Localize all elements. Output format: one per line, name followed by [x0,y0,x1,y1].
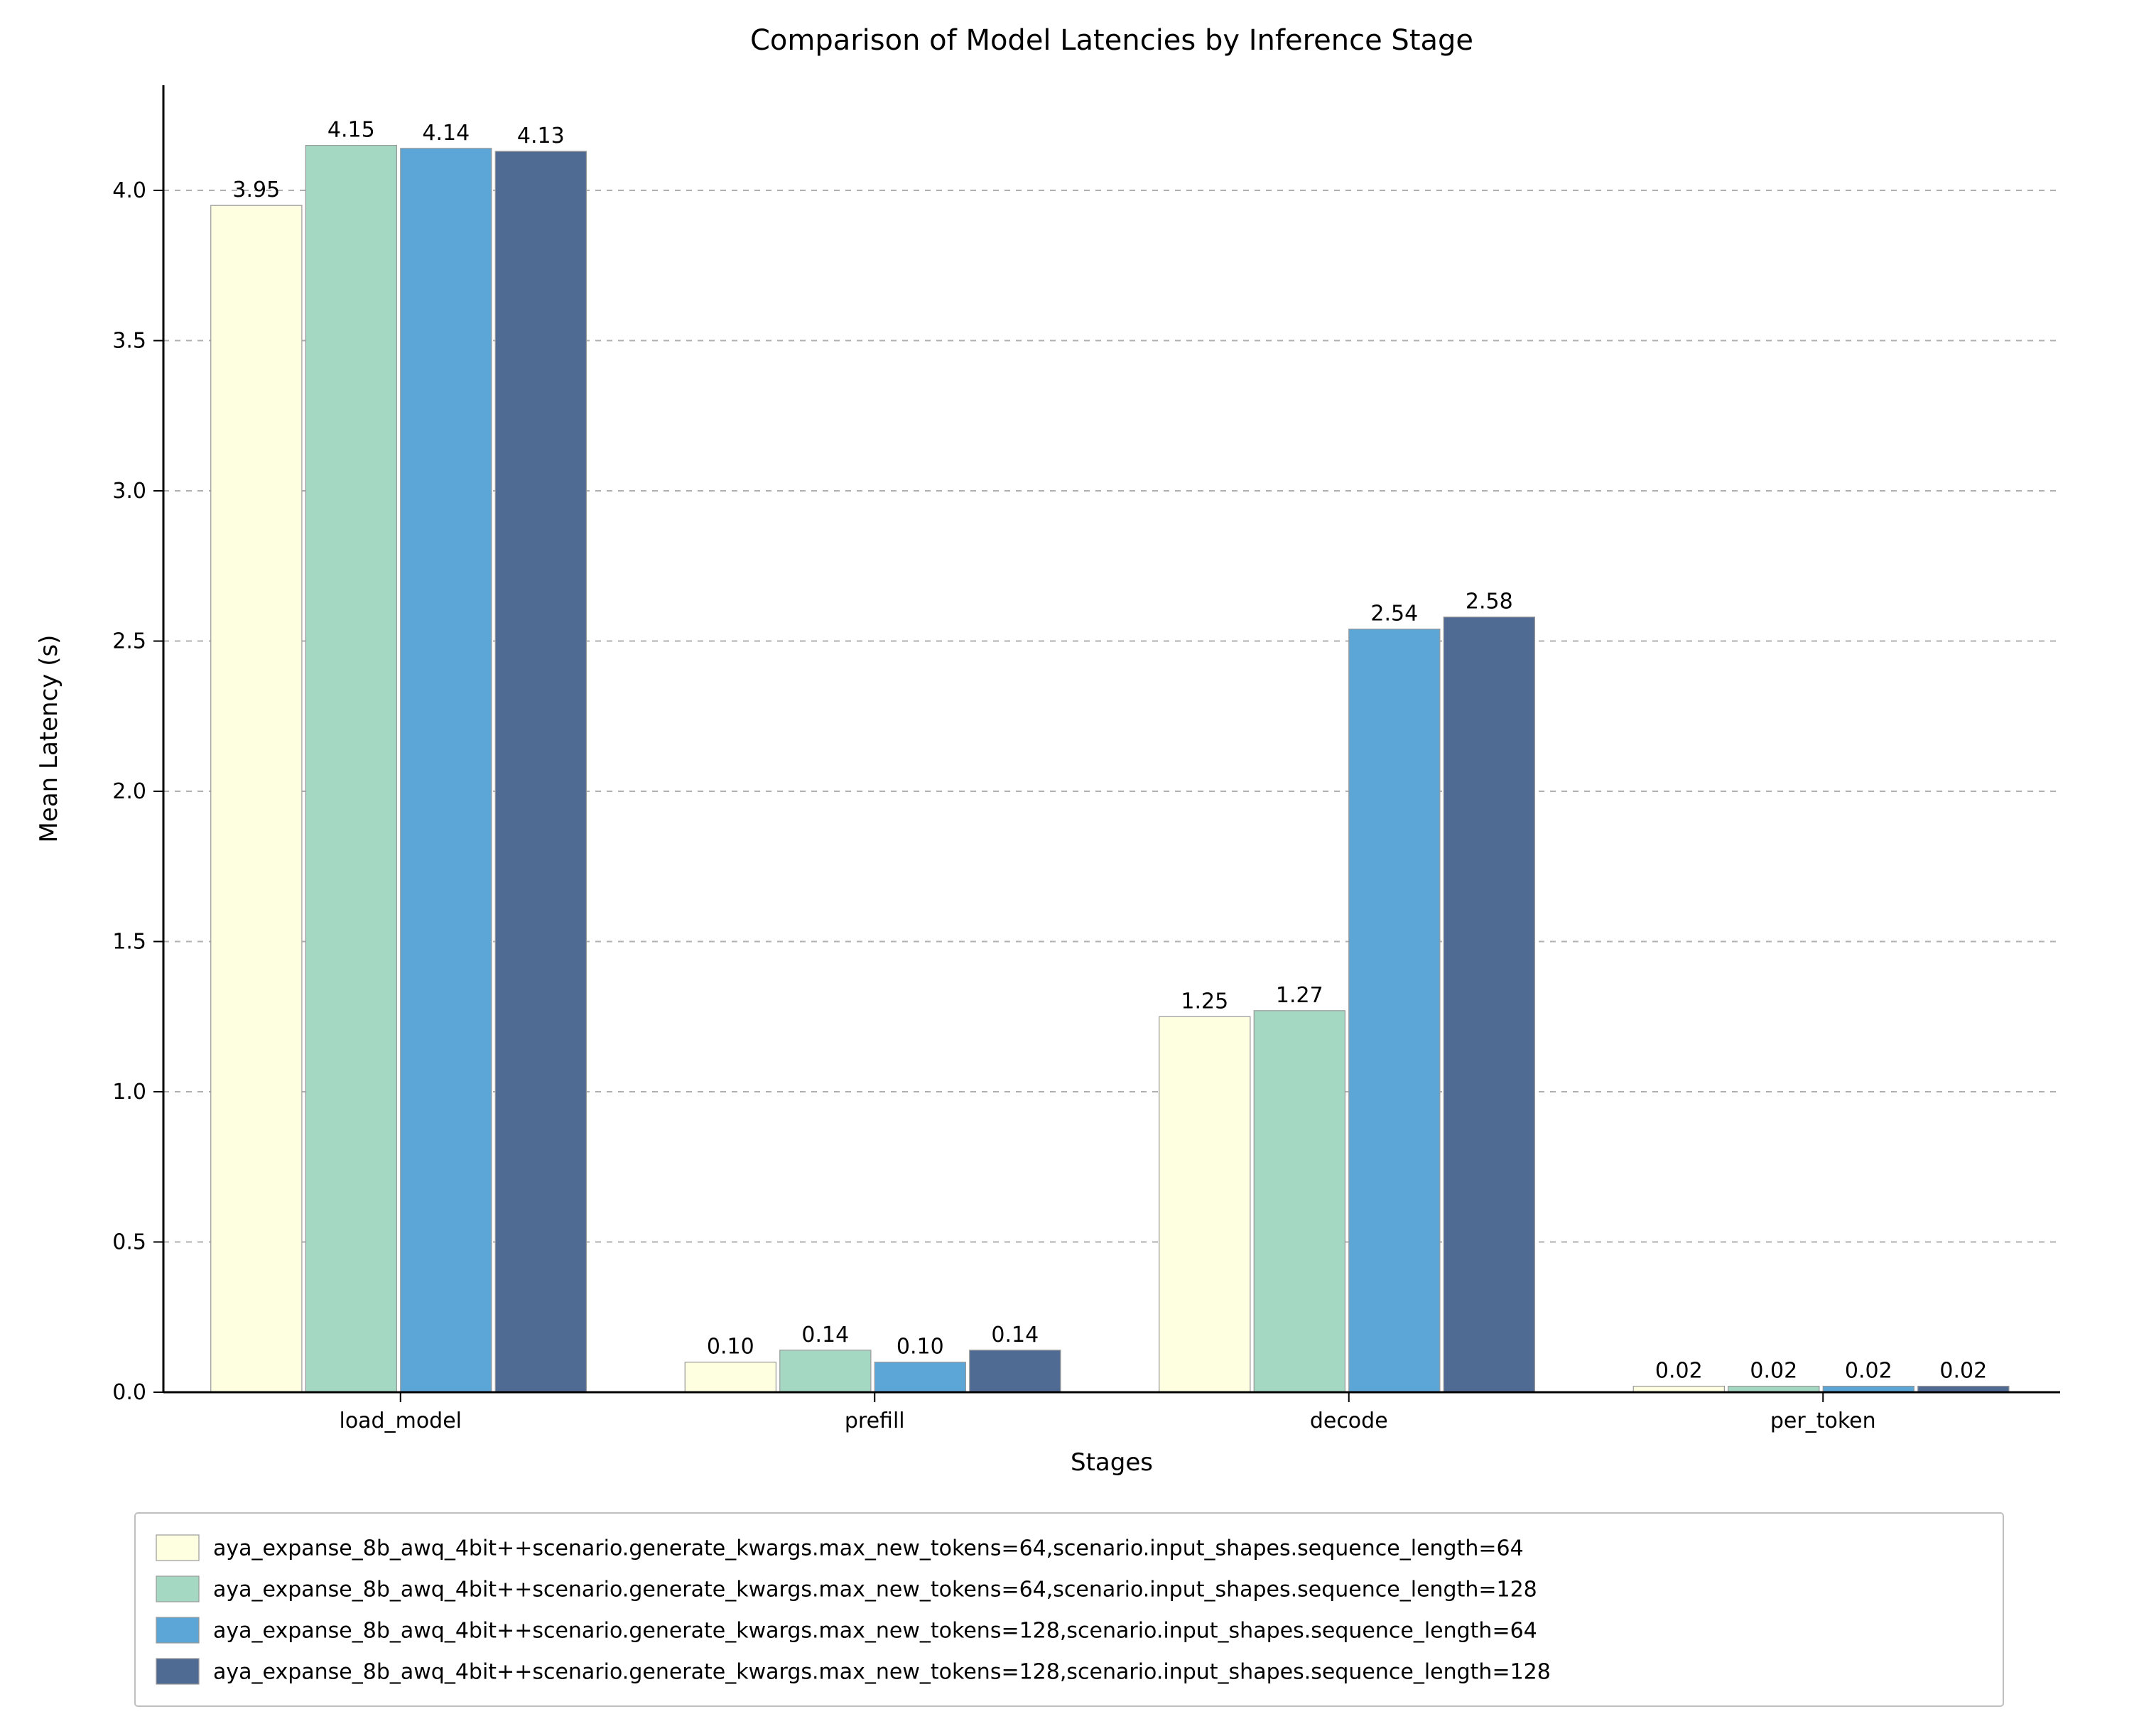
bar-value-label: 0.02 [1939,1359,1987,1384]
legend-label: aya_expanse_8b_awq_4bit++scenario.genera… [213,1619,1537,1644]
legend-swatch [156,1535,199,1561]
bar [780,1350,871,1392]
latency-bar-chart: Comparison of Model Latencies by Inferen… [0,0,2134,1736]
bar-value-label: 0.10 [897,1335,944,1360]
bar-value-label: 0.14 [801,1323,849,1347]
legend-swatch [156,1659,199,1684]
bar-value-label: 3.95 [232,178,280,202]
y-tick-label: 1.5 [112,930,146,955]
bar-value-label: 1.27 [1276,983,1323,1008]
x-axis-label: Stages [1071,1448,1153,1477]
bar-value-label: 0.02 [1655,1359,1703,1384]
bar-value-label: 4.14 [422,121,470,146]
legend-swatch [156,1576,199,1602]
y-tick-label: 3.0 [112,479,146,504]
y-tick-label: 0.5 [112,1230,146,1255]
y-tick-label: 3.5 [112,329,146,354]
y-tick-label: 2.5 [112,629,146,654]
y-tick-label: 2.0 [112,779,146,804]
x-tick-label: prefill [845,1409,905,1433]
bar [1159,1016,1250,1392]
x-tick-label: load_model [339,1409,462,1433]
bar [401,148,492,1392]
bar-value-label: 0.02 [1845,1359,1892,1384]
legend-label: aya_expanse_8b_awq_4bit++scenario.genera… [213,1578,1537,1602]
y-tick-label: 4.0 [112,178,146,203]
bar-value-label: 0.14 [991,1323,1039,1347]
bar [874,1362,965,1392]
bar [1349,629,1440,1392]
y-tick-label: 0.0 [112,1380,146,1405]
bar-value-label: 4.13 [517,124,565,148]
bar-value-label: 4.15 [327,118,375,143]
chart-title: Comparison of Model Latencies by Inferen… [750,24,1473,57]
legend-label: aya_expanse_8b_awq_4bit++scenario.genera… [213,1536,1524,1561]
bar-value-label: 1.25 [1181,989,1228,1014]
bar [211,205,302,1392]
bar [970,1350,1061,1392]
legend-swatch [156,1617,199,1643]
x-tick-label: decode [1310,1409,1388,1433]
y-axis-label: Mean Latency (s) [35,635,63,843]
x-tick-label: per_token [1770,1409,1876,1433]
bar [495,151,586,1392]
chart-svg: Comparison of Model Latencies by Inferen… [0,0,2134,1736]
bar [1444,617,1534,1392]
bar-value-label: 2.58 [1466,590,1513,614]
y-tick-label: 1.0 [112,1080,146,1105]
bar [685,1362,776,1392]
bar-value-label: 0.02 [1750,1359,1797,1384]
bar [1254,1011,1345,1392]
bar [305,146,396,1392]
bar-value-label: 2.54 [1370,602,1418,626]
legend-label: aya_expanse_8b_awq_4bit++scenario.genera… [213,1660,1551,1685]
bar-value-label: 0.10 [707,1335,754,1360]
